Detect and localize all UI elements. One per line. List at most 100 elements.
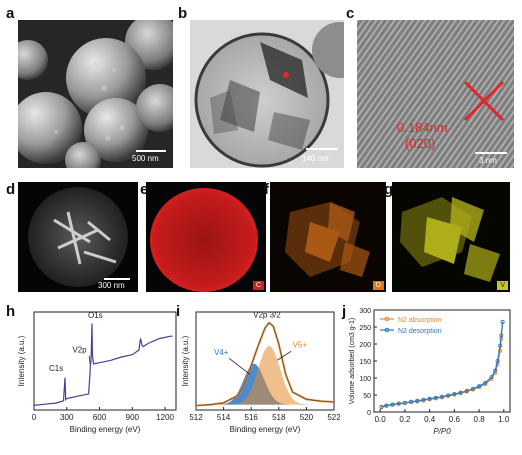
- legend-marker: [384, 327, 390, 333]
- plot-frame: [33, 311, 177, 411]
- peak-annotation: O1s: [88, 311, 103, 320]
- desorption-point: [495, 359, 500, 364]
- y-tick-label: 250: [359, 325, 371, 332]
- sem-image-panel-a: 500 nm: [18, 20, 173, 168]
- panel-d-letter: d: [6, 181, 16, 198]
- desorption-point: [427, 396, 432, 401]
- d-spacing-label: 0.184nm: [397, 120, 448, 135]
- x-tick-label: 0.0: [375, 415, 387, 424]
- y-tick-label: 200: [359, 342, 371, 349]
- haadf-image-panel-d: 300 nm: [18, 182, 138, 292]
- x-tick-label: 514: [217, 413, 231, 422]
- desorption-point: [433, 395, 438, 400]
- legend-label: N2 desorption: [398, 328, 442, 335]
- scale-bar: [475, 152, 507, 154]
- v4-annotation: V4+: [214, 348, 229, 357]
- scale-label: 140 nm: [302, 154, 329, 163]
- desorption-point: [464, 388, 469, 393]
- x-tick-label: 600: [93, 413, 107, 422]
- sem-micrograph: [18, 20, 173, 168]
- desorption-point: [421, 397, 426, 402]
- desorption-point: [500, 319, 505, 324]
- xps-v2p-chart: 512 514 516 518 520 522 Binding energy (eV) Int…: [181, 310, 340, 434]
- element-label-v: V: [497, 281, 508, 290]
- desorption-point: [379, 404, 384, 409]
- n2-isotherm-chart: 0.0 0.2 0.4 0.6 0.8 1.0 0 50 100 150 200 250 300 P/P0…: [349, 308, 511, 436]
- y-tick-label: 0: [367, 410, 371, 417]
- desorption-point: [390, 402, 395, 407]
- peak-annotation: V2p: [72, 345, 87, 354]
- y-tick-label: 50: [363, 393, 371, 400]
- x-tick-label: 522: [327, 413, 340, 422]
- element-label-o: O: [372, 281, 384, 290]
- v2p-arrow: [88, 355, 91, 364]
- desorption-point: [402, 400, 407, 405]
- desorption-point: [415, 398, 420, 403]
- desorption-point: [452, 391, 457, 396]
- desorption-point: [499, 333, 504, 338]
- lattice-plane-label: (020): [405, 136, 436, 151]
- scale-label: 3 nm: [479, 156, 497, 165]
- desorption-point: [477, 384, 482, 389]
- panel-h-letter: h: [6, 303, 16, 320]
- survey-spectrum-line: [33, 323, 173, 406]
- y-tick-label: 100: [359, 376, 371, 383]
- x-tick-label: 520: [300, 413, 314, 422]
- haadf-micrograph: [18, 182, 138, 292]
- x-tick-label: 900: [126, 413, 140, 422]
- x-axis-label: P/P0: [433, 427, 451, 436]
- x-tick-label: 512: [189, 413, 203, 422]
- panel-f-letter: f: [264, 181, 269, 198]
- desorption-point: [458, 390, 463, 395]
- panel-a-letter: a: [6, 5, 15, 22]
- desorption-point: [470, 386, 475, 391]
- y-tick-label: 300: [359, 308, 371, 315]
- xps-survey-chart: 0 300 600 900 1200 Binding energy (eV) Intensi…: [17, 311, 177, 434]
- tem-micrograph: [190, 20, 344, 168]
- panel-b-letter: b: [178, 5, 188, 22]
- x-tick-label: 0: [32, 413, 37, 422]
- tem-image-panel-b: 140 nm: [190, 20, 344, 168]
- y-axis-label: Volume adsorbed (cm3 g-1): [349, 318, 356, 404]
- eds-map-carbon: C: [146, 182, 266, 292]
- panel-g-letter: g: [384, 181, 394, 198]
- x-tick-label: 1200: [156, 413, 174, 422]
- v5-component-fill: [216, 345, 312, 405]
- scale-label: 500 nm: [132, 154, 159, 163]
- x-tick-label: 0.8: [474, 415, 486, 424]
- x-tick-label: 1.0: [498, 415, 510, 424]
- peak-title-annotation: V2p 3/2: [253, 310, 281, 319]
- x-tick-label: 300: [60, 413, 74, 422]
- scale-label: 300 nm: [98, 281, 125, 290]
- vanadium-map-image: [392, 182, 510, 292]
- desorption-point: [489, 374, 494, 379]
- v5-arrow: [277, 350, 292, 361]
- scale-bar: [306, 148, 338, 150]
- y-axis-label: Intensity (a.u.): [181, 335, 190, 386]
- element-label-c: C: [252, 281, 264, 290]
- scale-bar: [104, 278, 130, 280]
- legend-label: N2 absorption: [398, 317, 442, 324]
- peak-annotation: C1s: [49, 364, 63, 373]
- x-tick-label: 518: [272, 413, 286, 422]
- x-tick-label: 0.2: [399, 415, 411, 424]
- v5-annotation: V5+: [293, 341, 308, 350]
- x-axis-label: Binding energy (eV): [70, 425, 141, 434]
- desorption-point: [440, 394, 445, 399]
- desorption-point: [493, 368, 498, 373]
- x-axis-label: Binding energy (eV): [230, 425, 301, 434]
- panel-c-letter: c: [346, 5, 355, 22]
- y-axis-label: Intensity (a.u.): [17, 335, 26, 386]
- v2p-data-line: [195, 322, 335, 406]
- eds-map-oxygen: O: [270, 182, 386, 292]
- panel-i-letter: i: [176, 303, 181, 320]
- plot-frame: [195, 311, 335, 411]
- x-tick-label: 0.6: [449, 415, 461, 424]
- hrtem-micrograph: [357, 20, 514, 168]
- desorption-point: [446, 393, 451, 398]
- desorption-point: [498, 343, 503, 348]
- legend-marker: [384, 316, 390, 322]
- desorption-point: [384, 403, 389, 408]
- desorption-point: [483, 380, 488, 385]
- y-tick-label: 150: [359, 359, 371, 366]
